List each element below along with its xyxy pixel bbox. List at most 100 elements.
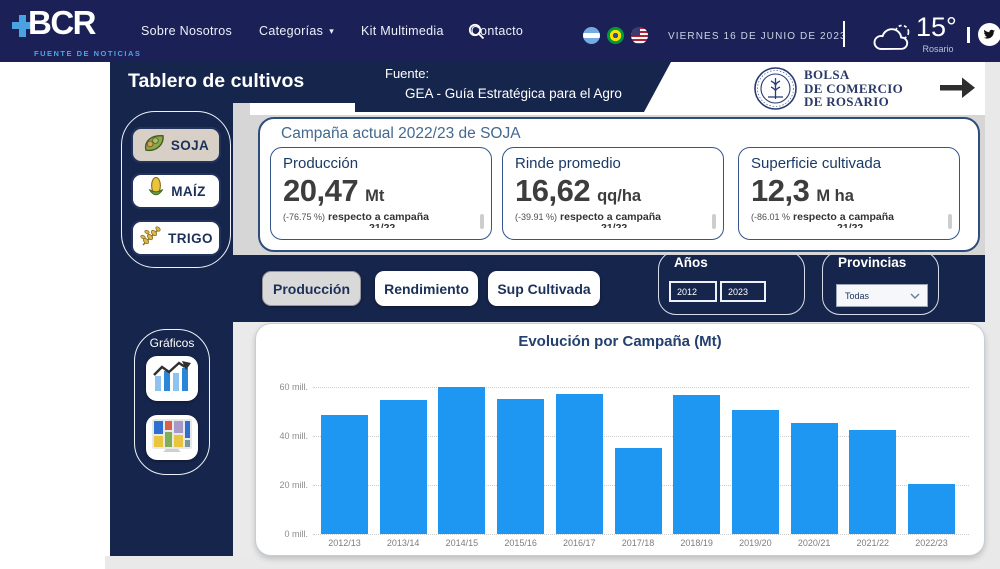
- crop-button-soja[interactable]: SOJA: [131, 127, 221, 163]
- bar-2020-21[interactable]: [791, 423, 838, 534]
- stat-card-superficie-cultivada: Superficie cultivada12,3M ha(-86.01 %res…: [738, 147, 960, 240]
- scrollbar-thumb[interactable]: [712, 214, 716, 229]
- bar-2018-19[interactable]: [673, 395, 720, 534]
- graphics-label: Gráficos: [134, 336, 210, 350]
- right-margin: [985, 62, 1000, 569]
- crop-selector: SOJA MAÍZ TRIGO: [121, 111, 231, 268]
- navbar-date: VIERNES 16 DE JUNIO DE 2023: [668, 31, 847, 42]
- stat-value: 12,3: [751, 173, 809, 209]
- search-icon[interactable]: [468, 23, 485, 45]
- twitter-icon[interactable]: [978, 23, 1000, 46]
- x-tick-label: 2012/13: [316, 538, 374, 548]
- x-tick-label: 2019/20: [726, 538, 784, 548]
- chevron-down-icon: [910, 292, 920, 302]
- stat-card-produccion: Producción20,47Mt(-76.75 %)respecto a ca…: [270, 147, 492, 240]
- org-name: BOLSA DE COMERCIO DE ROSARIO: [804, 68, 903, 109]
- source-label: Fuente:: [385, 66, 429, 81]
- stat-delta: (-86.01 %: [751, 212, 790, 222]
- bar-2014-15[interactable]: [438, 387, 485, 534]
- stat-value-row: 12,3M ha: [751, 173, 947, 209]
- x-tick-label: 2015/16: [492, 538, 550, 548]
- x-tick-label: 2017/18: [609, 538, 667, 548]
- provinces-select[interactable]: Todas: [836, 284, 928, 307]
- scrollbar-thumb[interactable]: [480, 214, 484, 229]
- year-to-input[interactable]: [720, 281, 766, 302]
- crop-label: MAÍZ: [171, 184, 206, 199]
- tab-sup-cultivada[interactable]: Sup Cultivada: [488, 271, 600, 306]
- maiz-icon: [146, 177, 166, 205]
- stat-delta: (-76.75 %): [283, 212, 325, 222]
- logo-text: BCR: [28, 4, 95, 42]
- stat-value-row: 16,62qq/ha: [515, 173, 711, 209]
- y-tick-label: 0 mill.: [268, 529, 308, 539]
- campaign-summary: Campaña actual 2022/23 de SOJA Producció…: [258, 117, 980, 252]
- evolution-chart-card: Evolución por Campaña (Mt) 0 mill.20 mil…: [255, 323, 985, 556]
- campaign-summary-title: Campaña actual 2022/23 de SOJA: [281, 125, 521, 143]
- filter-strip: Años Provincias Todas Producción Rendimie…: [233, 255, 985, 322]
- brazil-flag-icon[interactable]: [607, 27, 624, 44]
- stat-note: (-39.91 %)respecto a campaña21/22: [515, 209, 711, 228]
- argentina-flag-icon[interactable]: [583, 27, 600, 44]
- panel-divider: [233, 103, 250, 255]
- years-label: Años: [674, 255, 708, 270]
- x-tick-label: 2020/21: [785, 538, 843, 548]
- source-value: GEA - Guía Estratégica para el Agro: [405, 86, 622, 101]
- stat-note-line1: (-76.75 %)respecto a campaña: [283, 209, 479, 222]
- x-tick-label: 2022/23: [903, 538, 961, 548]
- cloud-icon: [872, 23, 914, 58]
- weather-city: Rosario: [912, 44, 964, 54]
- gridline: [313, 387, 969, 388]
- treemap-view-button[interactable]: [146, 415, 198, 460]
- source-banner: Fuente: GEA - Guía Estratégica para el A…: [355, 62, 671, 112]
- stat-note-line1: (-86.01 %respecto a campaña: [751, 209, 947, 222]
- stat-delta: (-39.91 %): [515, 212, 557, 222]
- nav-item-kit-multimedia[interactable]: Kit Multimedia: [361, 24, 444, 38]
- crop-button-maiz[interactable]: MAÍZ: [131, 173, 221, 209]
- crop-label: TRIGO: [168, 231, 213, 246]
- bar-2019-20[interactable]: [732, 410, 779, 534]
- navbar-separator: [843, 21, 845, 47]
- logo-subtitle: FUENTE DE NOTICIAS: [34, 49, 141, 58]
- nav-item-label: Sobre Nosotros: [141, 24, 232, 38]
- treemap-icon: [152, 419, 192, 457]
- stat-note-line2: 21/22: [751, 222, 947, 228]
- bar-2021-22[interactable]: [849, 430, 896, 534]
- trigo-icon: [139, 225, 163, 252]
- usa-flag-icon[interactable]: [631, 27, 648, 44]
- x-tick-label: 2014/15: [433, 538, 491, 548]
- chevron-down-icon: ▾: [329, 26, 334, 37]
- stat-note-line2: 21/22: [283, 222, 479, 228]
- bar-2013-14[interactable]: [380, 400, 427, 534]
- nav-menu: Sobre Nosotros Categorías ▾ Kit Multimedia C…: [141, 0, 523, 62]
- gridline: [313, 534, 969, 535]
- bar-2012-13[interactable]: [321, 415, 368, 534]
- bcr-logo[interactable]: BCR FUENTE DE NOTICIAS: [12, 4, 95, 42]
- stat-label: Rinde promedio: [515, 155, 711, 172]
- crop-button-trigo[interactable]: TRIGO: [131, 220, 221, 256]
- nav-item-sobre-nosotros[interactable]: Sobre Nosotros: [141, 24, 232, 38]
- stat-unit: qq/ha: [597, 187, 641, 206]
- arrow-right-icon[interactable]: [938, 76, 976, 104]
- nav-item-categorias[interactable]: Categorías ▾: [259, 24, 334, 38]
- tab-rendimiento[interactable]: Rendimiento: [375, 271, 478, 306]
- language-flags: [583, 27, 648, 44]
- provinces-label: Provincias: [838, 255, 906, 270]
- stat-label: Superficie cultivada: [751, 155, 947, 172]
- provinces-selected-value: Todas: [845, 291, 869, 301]
- x-tick-label: 2021/22: [844, 538, 902, 548]
- y-tick-label: 60 mill.: [268, 382, 308, 392]
- bar-2016-17[interactable]: [556, 394, 603, 534]
- crop-label: SOJA: [171, 138, 209, 153]
- year-from-input[interactable]: [669, 281, 717, 302]
- provinces-filter: Provincias Todas: [822, 251, 939, 315]
- stat-note: (-76.75 %)respecto a campaña21/22: [283, 209, 479, 228]
- stat-label: Producción: [283, 155, 479, 172]
- tab-produccion[interactable]: Producción: [262, 271, 361, 306]
- bar-2022-23[interactable]: [908, 484, 955, 534]
- bar-chart-view-button[interactable]: [146, 356, 198, 401]
- nav-item-label: Categorías: [259, 24, 323, 38]
- bar-2015-16[interactable]: [497, 399, 544, 534]
- scrollbar-thumb[interactable]: [948, 214, 952, 229]
- bar-2017-18[interactable]: [615, 448, 662, 534]
- years-filter: Años: [658, 251, 805, 315]
